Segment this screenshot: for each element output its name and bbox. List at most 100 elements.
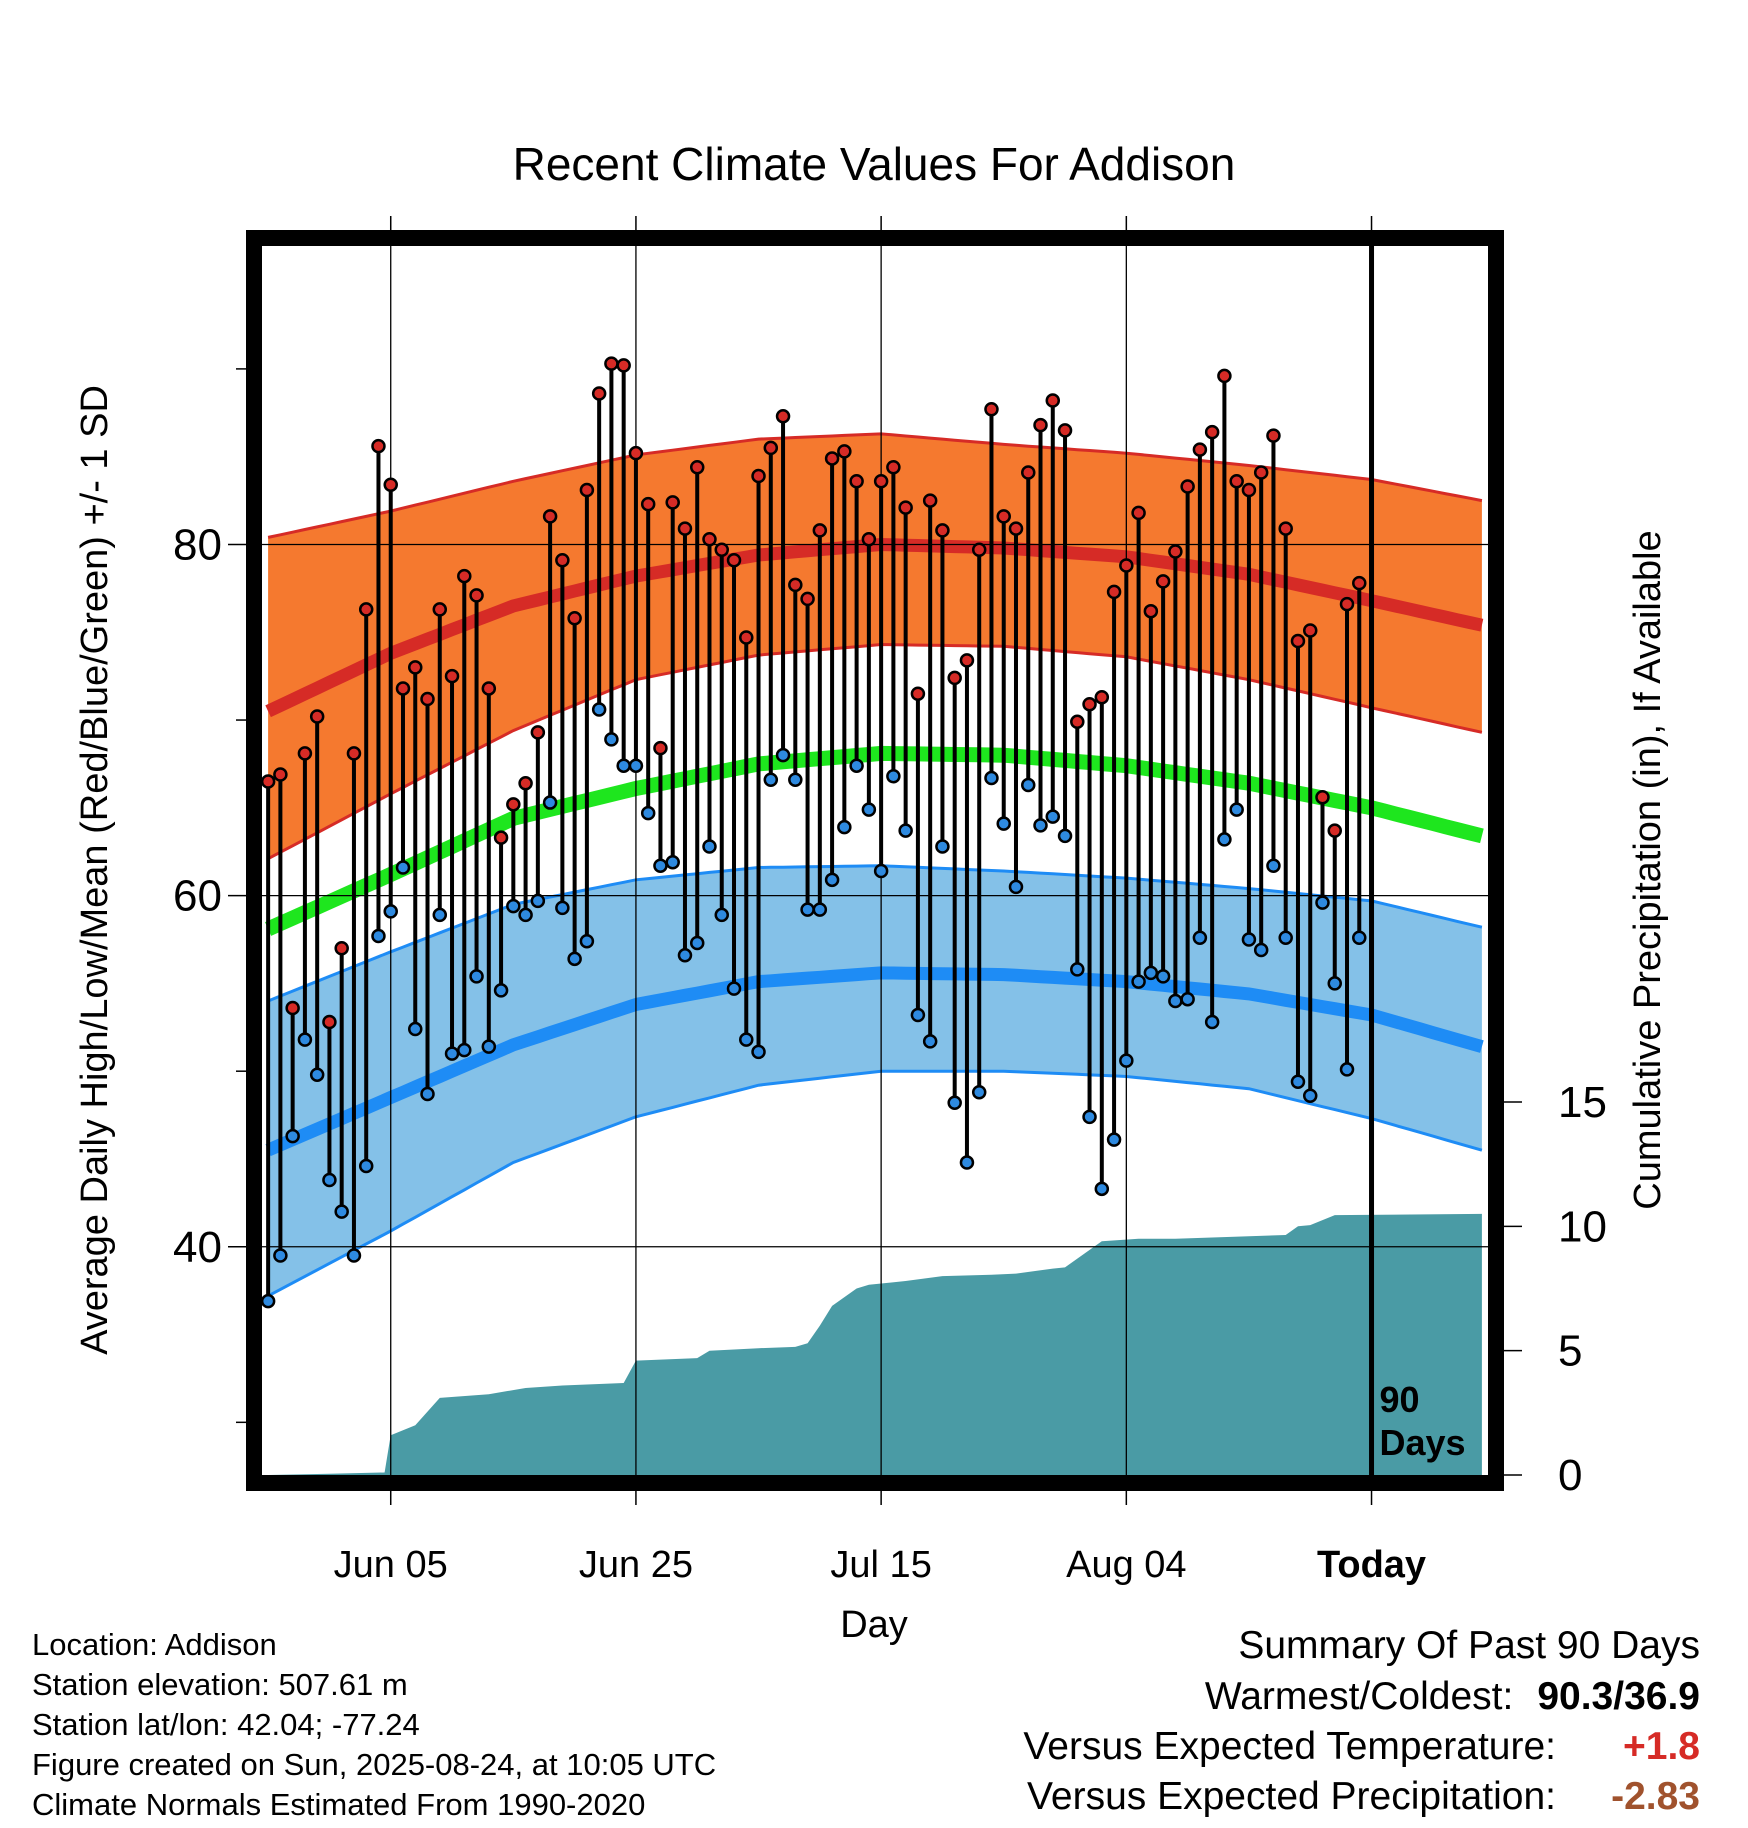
daily-high-point xyxy=(739,630,754,645)
daily-low-point xyxy=(1290,1074,1306,1089)
low-sd-lower-line xyxy=(267,1069,1483,1298)
daily-high-point xyxy=(1168,544,1183,559)
daily-low-point xyxy=(1131,974,1146,989)
daily-low-point xyxy=(432,907,448,923)
daily-low-point xyxy=(886,768,901,784)
daily-high-point xyxy=(788,577,803,593)
x-tick-label: Jul 15 xyxy=(830,1544,931,1586)
daily-high-point xyxy=(873,474,889,489)
daily-high-point xyxy=(898,500,913,515)
daily-high-point xyxy=(751,468,766,484)
y-tick-label-left: 60 xyxy=(173,872,222,921)
daily-low-point xyxy=(1253,942,1269,958)
daily-high-point xyxy=(1327,823,1342,838)
daily-high-point xyxy=(702,531,717,547)
daily-high-point xyxy=(1253,465,1269,480)
daily-low-point xyxy=(1278,930,1293,946)
daily-low-point xyxy=(579,934,595,949)
daily-low-point xyxy=(309,1067,325,1082)
daily-low-point xyxy=(408,1021,423,1037)
precip-anomaly-label: Versus Expected Precipitation: xyxy=(1027,1775,1556,1818)
daily-high-point xyxy=(1045,393,1061,408)
daily-low-point xyxy=(1204,1014,1220,1030)
daily-low-point xyxy=(395,860,411,875)
temp-anomaly-row: Versus Expected Temperature: +1.8 xyxy=(1023,1722,1700,1772)
summary-title: Summary Of Past 90 Days xyxy=(1238,1624,1700,1667)
daily-high-point xyxy=(542,509,558,524)
y-tick-label-right: 5 xyxy=(1558,1327,1582,1376)
daily-low-point xyxy=(959,1155,975,1170)
daily-low-point xyxy=(628,758,644,773)
daily-high-point xyxy=(1057,423,1073,438)
daily-high-point xyxy=(910,686,926,701)
latlon-text: Station lat/lon: 42.04; -77.24 xyxy=(32,1707,420,1742)
daily-high-point xyxy=(457,568,472,584)
daily-high-point xyxy=(775,409,791,424)
daily-high-point xyxy=(1070,714,1085,730)
daily-high-point xyxy=(1094,689,1110,705)
daily-low-point xyxy=(1045,809,1061,824)
daily-low-point xyxy=(346,1248,362,1263)
daily-low-point xyxy=(726,981,742,996)
daily-low-point xyxy=(640,805,656,821)
daily-low-point xyxy=(788,772,803,787)
daily-low-point xyxy=(1339,1062,1355,1077)
daily-low-point xyxy=(739,1032,754,1047)
daily-high-point xyxy=(1352,575,1367,591)
daily-high-point xyxy=(309,709,325,724)
daily-high-point xyxy=(959,653,975,668)
daily-low-point xyxy=(383,904,398,919)
daily-high-point xyxy=(567,610,582,626)
daily-low-point xyxy=(481,1039,497,1054)
daily-high-point xyxy=(861,531,877,547)
daily-low-point xyxy=(763,772,779,787)
daily-high-point xyxy=(996,509,1011,524)
y-axis-label-right: Cumulative Precipitation (in), If Availa… xyxy=(1627,530,1669,1209)
daily-high-point xyxy=(1180,479,1195,494)
daily-low-point xyxy=(530,893,546,909)
daily-high-point xyxy=(481,681,497,696)
daily-low-point xyxy=(751,1044,766,1060)
daily-low-point xyxy=(800,902,815,917)
daily-high-point xyxy=(420,691,435,707)
daily-low-point xyxy=(849,758,864,773)
daily-high-point xyxy=(1021,465,1036,480)
daily-high-point xyxy=(334,941,349,956)
daily-low-point xyxy=(1070,962,1085,977)
daily-low-point xyxy=(518,907,533,923)
daily-low-point xyxy=(714,907,729,923)
y-tick-label-left: 40 xyxy=(173,1223,222,1272)
daily-high-point xyxy=(444,668,460,684)
daily-low-point xyxy=(1241,932,1257,947)
daily-low-point xyxy=(555,900,570,916)
daily-high-point xyxy=(689,459,705,475)
daily-low-point xyxy=(873,863,889,879)
daily-low-point xyxy=(1229,802,1244,817)
daily-low-point xyxy=(984,770,999,786)
daily-low-point xyxy=(1266,858,1281,874)
daily-high-point xyxy=(518,775,533,791)
daily-low-point xyxy=(273,1248,288,1263)
x-tick-label: Aug 04 xyxy=(1066,1544,1186,1586)
daily-low-point xyxy=(457,1042,472,1058)
y-tick-label-right: 15 xyxy=(1558,1078,1607,1127)
daily-high-point xyxy=(408,660,423,675)
daily-low-point xyxy=(1352,930,1367,946)
low-sd-upper-line xyxy=(267,864,1483,1003)
y-axis-label-left: Average Daily High/Low/Mean (Red/Blue/Gr… xyxy=(74,385,116,1355)
daily-low-point xyxy=(616,758,631,773)
daily-low-point xyxy=(1057,828,1073,844)
daily-high-point xyxy=(591,386,607,401)
daily-low-point xyxy=(1082,1109,1097,1125)
daily-low-point xyxy=(971,1085,987,1100)
daily-high-point xyxy=(886,459,901,475)
warmest-coldest-value: 90.3/36.9 xyxy=(1537,1675,1700,1718)
daily-low-point xyxy=(420,1086,435,1102)
daily-high-point xyxy=(1204,424,1220,440)
daily-low-point xyxy=(1327,976,1342,991)
daily-low-point xyxy=(653,858,668,874)
daily-high-point xyxy=(714,542,729,557)
x-axis-label: Day xyxy=(840,1604,908,1646)
